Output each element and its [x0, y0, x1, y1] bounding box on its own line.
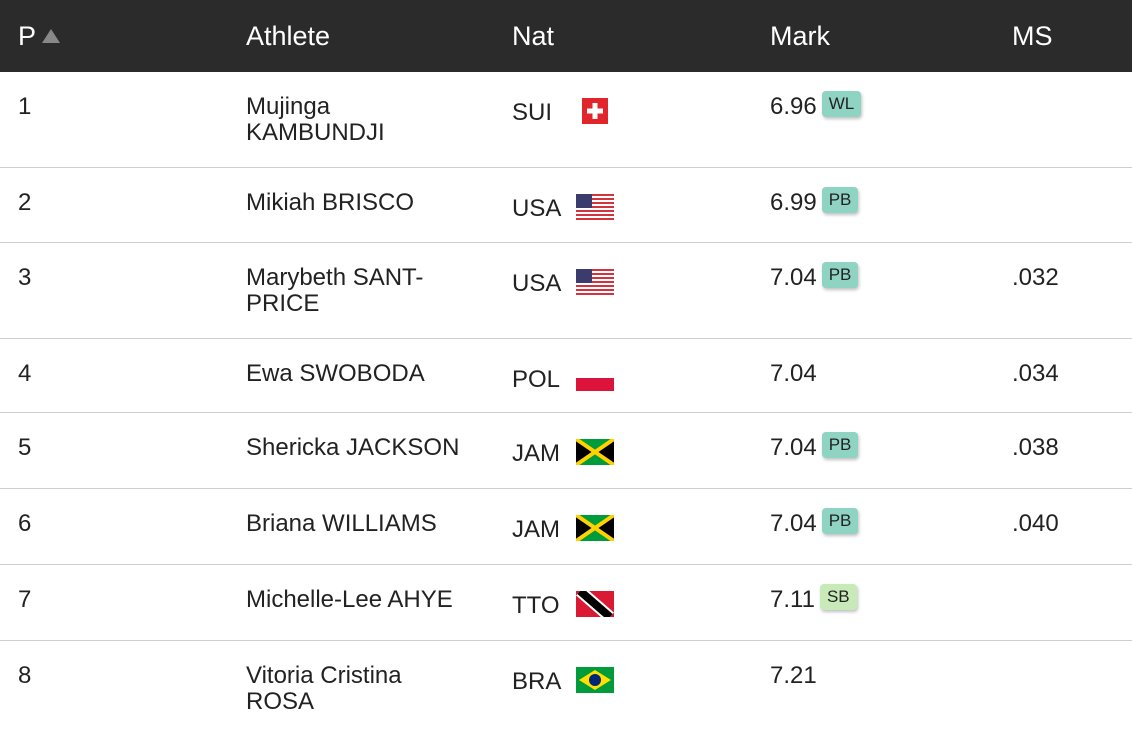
header-text: Mark [770, 20, 830, 51]
pos: 5 [18, 433, 32, 461]
nat: USA [512, 269, 562, 297]
mark: 6.96 [770, 93, 817, 120]
row: 4 Ewa SWOBODA POL 7.04 .034 [0, 338, 1132, 412]
athlete: Vitoria Cristina ROSA [246, 661, 402, 715]
mark: 7.11 [770, 585, 815, 613]
nat: POL [512, 365, 561, 393]
athlete: Marybeth SANT-PRICE [246, 263, 424, 317]
pos: 1 [18, 93, 32, 120]
flag [576, 269, 614, 295]
pos: 8 [18, 661, 32, 689]
mark: 7.04 [770, 433, 817, 461]
pos: 3 [18, 263, 32, 291]
pos: 2 [18, 188, 32, 216]
nat: USA [512, 194, 562, 222]
nat: JAM [512, 439, 560, 467]
mark: 7.04 [770, 359, 817, 387]
mark: 6.99 [770, 188, 817, 216]
row: 1 Mujinga KAMBUNDJI SUI 6.96 WL [0, 72, 1132, 167]
athlete: Shericka JACKSON [246, 433, 460, 461]
row: 7 Michelle-Lee AHYE TTO 7.11 SB [0, 564, 1132, 640]
flag [576, 667, 614, 693]
header-cell[interactable]: Nat [512, 0, 770, 72]
badge: PB [821, 186, 859, 213]
badge: WL [821, 91, 862, 117]
flag [576, 98, 614, 124]
ms: .040 [1012, 509, 1059, 537]
athlete: Mujinga KAMBUNDJI [246, 93, 385, 146]
header-cell[interactable]: Athlete [246, 0, 512, 72]
pos: 4 [18, 359, 32, 387]
badge: SB [819, 583, 857, 610]
nat: TTO [512, 591, 560, 619]
athlete: Mikiah BRISCO [246, 188, 415, 216]
athlete: Ewa SWOBODA [246, 359, 425, 387]
nat: JAM [512, 515, 560, 543]
nat: BRA [512, 667, 562, 695]
pos: 7 [18, 585, 32, 613]
athlete: Michelle-Lee AHYE [246, 585, 453, 613]
row: 6 Briana WILLIAMS JAM 7.04 PB .040 [0, 488, 1132, 564]
header-cell[interactable]: Mark [770, 0, 1012, 72]
row: 2 Mikiah BRISCO USA 6.99 PB [0, 167, 1132, 242]
header-text: P [18, 20, 37, 51]
ms: .034 [1012, 359, 1059, 387]
row: 3 Marybeth SANT-PRICE USA 7.04 PB .032 [0, 242, 1132, 338]
row: 8 Vitoria Cristina ROSA BRA 7.21 [0, 640, 1132, 744]
header-text: Athlete [246, 20, 331, 51]
mark: 7.21 [770, 661, 817, 689]
athlete: Briana WILLIAMS [246, 509, 437, 537]
sort-arrow [42, 28, 61, 43]
flag [576, 439, 614, 465]
row: 5 Shericka JACKSON JAM 7.04 PB .038 [0, 412, 1132, 488]
ms: .038 [1012, 433, 1059, 461]
flag [576, 194, 614, 220]
header-cell[interactable]: P [0, 0, 246, 72]
badge: PB [821, 431, 859, 458]
mark: 7.04 [770, 509, 817, 537]
nat: SUI [512, 99, 553, 126]
badge: PB [821, 261, 859, 288]
badge: PB [821, 507, 859, 534]
header-cell[interactable]: MS [1012, 0, 1132, 72]
header-row: P Athlete Nat Mark MS [0, 0, 1132, 72]
flag [576, 515, 614, 541]
flag [576, 591, 614, 617]
header-text: MS [1012, 20, 1053, 51]
header-text: Nat [512, 20, 555, 51]
pos: 6 [18, 509, 32, 537]
ms: .032 [1012, 263, 1059, 291]
flag [576, 365, 614, 391]
mark: 7.04 [770, 263, 817, 291]
